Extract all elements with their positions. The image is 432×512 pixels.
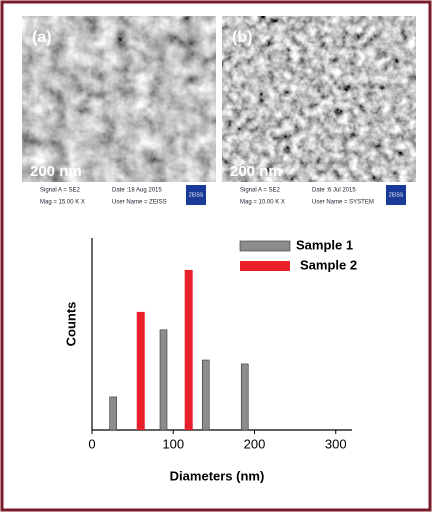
sem-image [22,16,216,182]
legend-swatch [240,261,290,271]
info-text: Signal A = SE2 [240,188,281,194]
legend-label: Sample 2 [300,257,357,272]
bar [201,359,210,431]
x-axis-label: Diameters (nm) [170,468,265,483]
y-axis-label: Counts [63,302,78,347]
logo-box [186,185,206,205]
logo: ZEISS [389,192,404,198]
bar [109,396,117,431]
panel-label: (a) [32,29,52,46]
info-text: Date :18 Aug 2015 [112,188,162,194]
logo: ZEISS [189,192,204,198]
info-text: Mag = 15.00 K X [40,200,85,206]
bar [159,329,168,431]
x-tick-label: 100 [162,436,184,451]
info-text: User Name = SYSTEM [312,200,374,206]
scale-label: 200 nm [30,163,82,180]
info-text: User Name = ZEISS [112,200,167,206]
bar [240,363,249,431]
logo-box [386,185,406,205]
x-tick-label: 300 [325,436,347,451]
info-text: Mag = 10.00 K X [240,200,285,206]
scale-label: 200 nm [230,163,282,180]
legend-swatch [239,240,291,252]
panel-label: (b) [232,29,252,46]
bar [136,311,145,430]
bar [184,269,193,430]
x-tick-label: 0 [88,436,95,451]
x-tick-label: 200 [244,436,266,451]
legend-label: Sample 1 [296,237,353,252]
info-text: Date :6 Jul 2015 [312,188,356,194]
info-text: Signal A = SE2 [40,188,81,194]
sem-image [222,16,416,182]
